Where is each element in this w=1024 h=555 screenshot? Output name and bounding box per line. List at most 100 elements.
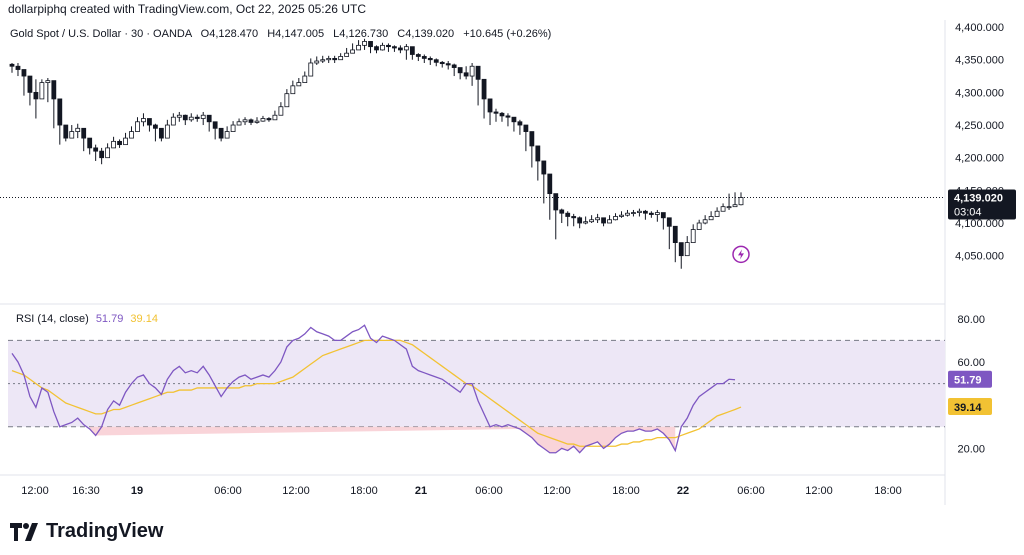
candle-body	[409, 46, 415, 55]
time-axis-label: 18:00	[612, 485, 640, 497]
rsi-ma-last-tag	[948, 398, 992, 416]
chart-canvas[interactable]: 4,050.0004,100.0004,150.0004,200.0004,25…	[0, 0, 1024, 505]
candle-body	[607, 219, 612, 224]
candle-body	[123, 137, 128, 146]
candle-body	[714, 210, 720, 217]
candle-body	[39, 82, 45, 100]
candle-body	[583, 221, 589, 224]
time-axis-label: 18:00	[874, 485, 902, 497]
candle-body	[254, 120, 260, 123]
candle-body	[415, 54, 421, 57]
time-axis-label: 22	[677, 485, 689, 497]
candle-body	[45, 80, 51, 83]
candle-body	[421, 56, 427, 59]
candle-body	[613, 216, 618, 221]
symbol-title[interactable]: Gold Spot / U.S. Dollar · 30 · OANDA	[10, 28, 192, 40]
candle-body	[577, 217, 583, 224]
candle-body	[164, 124, 170, 139]
candle-body	[147, 118, 152, 126]
candle-body	[672, 225, 678, 244]
candle-body	[338, 56, 344, 61]
candle-body	[242, 119, 248, 123]
time-axis-label: 12:00	[543, 485, 571, 497]
candle-body	[153, 124, 158, 129]
candle-body	[224, 131, 230, 139]
candle-body	[194, 116, 200, 119]
candle-body	[654, 212, 660, 215]
price-axis-label: 4,350.000	[955, 55, 1004, 67]
candle-body	[87, 137, 93, 149]
tradingview-logo-icon	[10, 522, 38, 541]
rsi-last-tag	[948, 370, 992, 388]
candle-body	[332, 58, 338, 61]
lightning-signal-icon[interactable]	[732, 245, 750, 264]
candle-body	[272, 114, 278, 121]
candle-body	[27, 75, 33, 93]
candle-body	[105, 147, 111, 159]
candle-body	[732, 204, 738, 208]
candle-body	[690, 229, 696, 244]
rsi-label[interactable]: RSI (14, close)	[16, 313, 89, 325]
candle-body	[517, 121, 523, 126]
price-axis-label: 4,300.000	[955, 87, 1004, 99]
rsi-line	[11, 324, 736, 454]
candle-body	[738, 197, 744, 206]
candle-body	[631, 212, 636, 214]
time-axis-label: 19	[131, 485, 143, 497]
candle-body	[487, 98, 493, 113]
candle-body	[117, 140, 122, 146]
candle-body	[284, 93, 290, 108]
candle-body	[403, 46, 409, 51]
time-axis-label: 12:00	[805, 485, 833, 497]
candle-body	[505, 115, 511, 118]
candle-body	[57, 98, 63, 126]
high-label: H	[267, 28, 276, 40]
candle-body	[451, 64, 457, 68]
low-value: 4,126.730	[339, 28, 389, 40]
candle-body	[386, 44, 391, 48]
candle-body	[278, 106, 284, 116]
price-axis-label: 4,050.000	[955, 251, 1004, 263]
candle-body	[99, 150, 105, 159]
candle-body	[141, 118, 146, 123]
candle-body	[463, 72, 469, 77]
symbol-legend: Gold Spot / U.S. Dollar · 30 · OANDA O4,…	[10, 28, 551, 40]
lightning-bolt-icon	[738, 249, 744, 260]
rsi-last-label: 51.79	[954, 375, 982, 387]
candle-body	[660, 212, 666, 219]
price-axis-label: 4,400.000	[955, 22, 1004, 34]
created-with-text: dollarpiphq created with TradingView.com…	[8, 2, 366, 16]
candle-body	[15, 65, 21, 70]
tradingview-logo[interactable]: TradingView	[10, 520, 163, 543]
candle-body	[326, 58, 332, 61]
candle-body	[188, 116, 194, 121]
candle-body	[236, 121, 242, 126]
candle-body	[637, 210, 642, 213]
candle-body	[350, 49, 355, 54]
candle-body	[398, 47, 403, 51]
candle-body	[129, 131, 134, 139]
price-axis-label: 4,200.000	[955, 153, 1004, 165]
candle-body	[427, 58, 433, 61]
candle-body	[708, 216, 714, 221]
rsi-legend: RSI (14, close) 51.79 39.14	[16, 313, 158, 325]
candle-body	[21, 69, 27, 77]
low-label: L	[333, 28, 340, 40]
time-axis-label: 12:00	[282, 485, 310, 497]
change-value: +10.645 (+0.26%)	[463, 28, 552, 40]
candle-body	[469, 65, 475, 77]
candle-body	[9, 63, 15, 67]
candle-body	[69, 131, 75, 139]
candle-body	[547, 173, 553, 195]
candle-body	[589, 219, 595, 223]
candle-body	[642, 210, 648, 214]
candle-body	[200, 114, 206, 119]
candle-body	[81, 127, 87, 139]
candle-body	[571, 216, 577, 219]
time-axis-label: 21	[415, 485, 427, 497]
candle-body	[457, 67, 463, 74]
time-axis-label: 18:00	[350, 485, 378, 497]
candle-body	[182, 114, 188, 121]
candle-body	[696, 222, 702, 230]
rsi-legend-value: 51.79	[95, 313, 124, 325]
